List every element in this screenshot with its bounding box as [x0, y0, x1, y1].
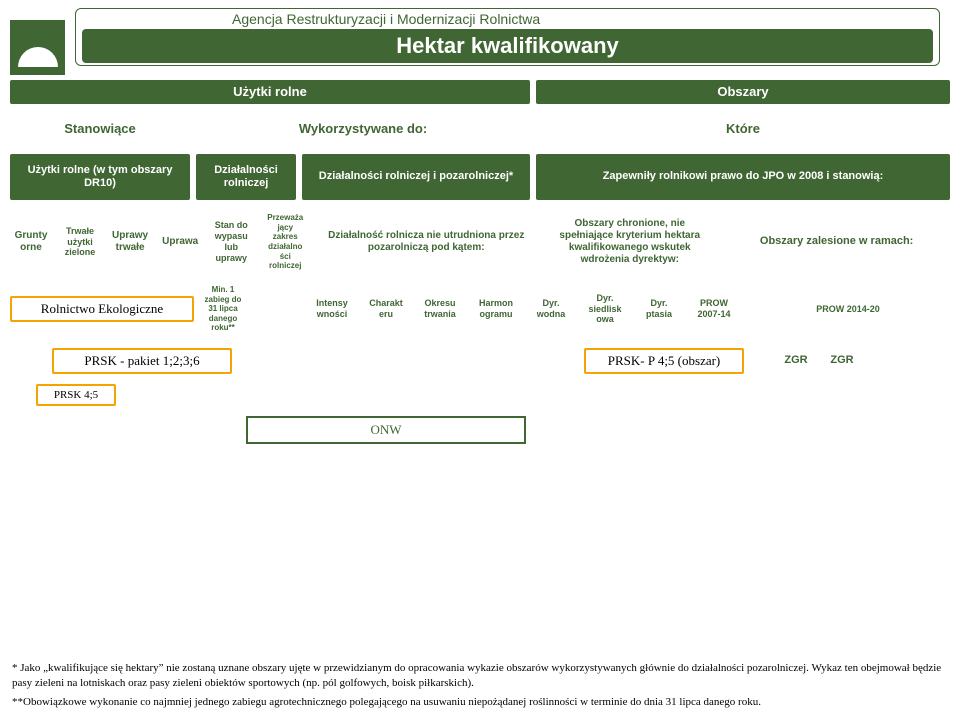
box-uzytki-rolne: Użytki rolne — [10, 80, 530, 104]
row-4: Grunty orne Trwałe użytki zielone Uprawy… — [10, 210, 950, 274]
page-title: Hektar kwalifikowany — [82, 29, 933, 63]
row-1: Użytki rolne Obszary — [10, 80, 950, 104]
box-dzialalnosci-rolniczej: Działalności rolniczej — [196, 154, 296, 200]
box-trwale-uzytki: Trwałe użytki zielone — [58, 210, 102, 274]
box-przewazajacy: Przeważa jący zakres działalno ści rolni… — [260, 210, 310, 274]
box-obszary: Obszary — [536, 80, 950, 104]
row-5: Rolnictwo Ekologiczne Min. 1 zabieg do 3… — [10, 280, 950, 338]
row-6: PRSK - pakiet 1;2;3;6 PRSK- P 4;5 (obsza… — [10, 348, 950, 374]
box-grunty-orne: Grunty orne — [10, 210, 52, 274]
box-uprawa: Uprawa — [158, 210, 202, 274]
box-obszary-chronione: Obszary chronione, nie spełniające kryte… — [542, 210, 717, 274]
box-zapewnily: Zapewniły rolnikowi prawo do JPO w 2008 … — [536, 154, 950, 200]
row-2: Stanowiące Wykorzystywane do: Które — [10, 114, 950, 144]
box-zgr-2: ZGR — [822, 349, 862, 373]
box-onw: ONW — [246, 416, 526, 444]
box-prsk-pakiet: PRSK - pakiet 1;2;3;6 — [52, 348, 232, 374]
box-prow-2014: PROW 2014-20 — [746, 287, 950, 331]
footnote-2: **Obowiązkowe wykonanie co najmniej jedn… — [12, 695, 948, 710]
box-wykorzystywane: Wykorzystywane do: — [196, 114, 530, 144]
logo-sun-icon — [18, 47, 58, 67]
box-prsk-45: PRSK 4;5 — [36, 384, 116, 406]
diagram: Użytki rolne Obszary Stanowiące Wykorzys… — [10, 80, 950, 454]
box-uzytki-dr10: Użytki rolne (w tym obszary DR10) — [10, 154, 190, 200]
footnotes: * Jako „kwalifikujące się hektary” nie z… — [12, 661, 948, 710]
box-uprawy-trwale: Uprawy trwałe — [108, 210, 152, 274]
box-ktore: Które — [536, 114, 950, 144]
box-charakteru: Charakt eru — [362, 287, 410, 331]
row-3: Użytki rolne (w tym obszary DR10) Działa… — [10, 154, 950, 200]
header-frame: Agencja Restrukturyzacji i Modernizacji … — [75, 8, 940, 66]
logo — [10, 20, 65, 75]
box-prsk-p45: PRSK- P 4;5 (obszar) — [584, 348, 744, 374]
box-stanowiace: Stanowiące — [10, 114, 190, 144]
box-min-zabieg: Min. 1 zabieg do 31 lipca danego roku** — [200, 280, 246, 338]
box-prow-2007: PROW 2007-14 — [688, 287, 740, 331]
box-dyr-ptasia: Dyr. ptasia — [636, 287, 682, 331]
box-zgr-1: ZGR — [776, 349, 816, 373]
box-rolnictwo-eko: Rolnictwo Ekologiczne — [10, 296, 194, 322]
box-dyr-wodna: Dyr. wodna — [528, 287, 574, 331]
box-obszary-zalesione: Obszary zalesione w ramach: — [723, 210, 950, 274]
row-7: PRSK 4;5 — [10, 384, 950, 406]
box-dzialalnosc-nieutrudniona: Działalność rolnicza nie utrudniona prze… — [316, 210, 536, 274]
footnote-1: * Jako „kwalifikujące się hektary” nie z… — [12, 661, 948, 691]
box-stan-wypasu: Stan do wypasu lub uprawy — [208, 210, 254, 274]
box-dyr-siedliskowa: Dyr. siedlisk owa — [580, 287, 630, 331]
box-harmonogramu: Harmon ogramu — [470, 287, 522, 331]
box-dzialalnosci-poza: Działalności rolniczej i pozarolniczej* — [302, 154, 530, 200]
row-onw: ONW — [10, 416, 950, 444]
box-okresu: Okresu trwania — [416, 287, 464, 331]
box-intensywnosci: Intensy wności — [308, 287, 356, 331]
agency-title: Agencja Restrukturyzacji i Modernizacji … — [82, 11, 933, 27]
